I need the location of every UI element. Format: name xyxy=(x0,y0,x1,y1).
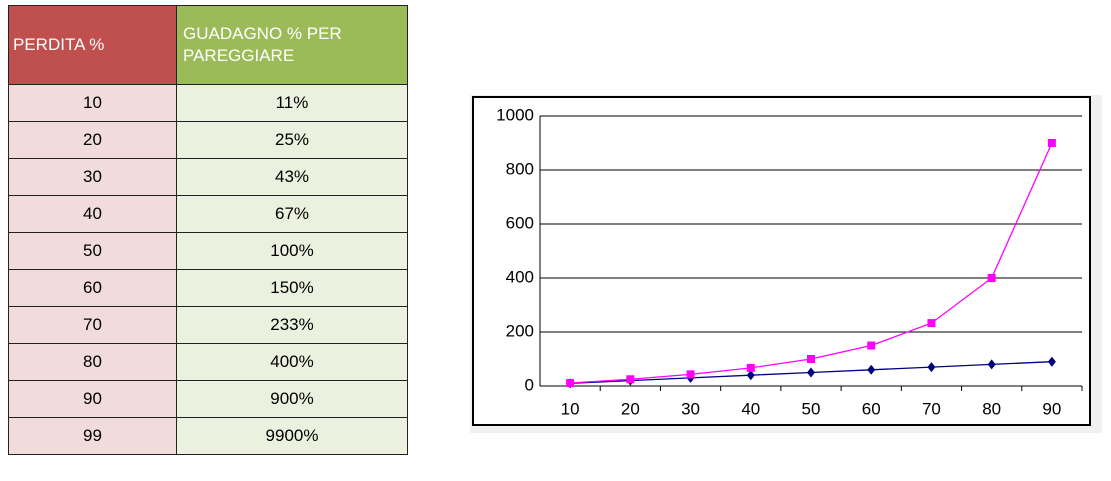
table-cell: 900% xyxy=(176,380,408,418)
marker xyxy=(626,375,635,384)
marker xyxy=(1047,139,1056,147)
x-tick-label: 80 xyxy=(982,399,1001,418)
table-row: 99 9900% xyxy=(8,417,408,455)
table-row: 30 43% xyxy=(8,158,408,196)
table-cell: 30 xyxy=(8,158,177,196)
marker xyxy=(746,370,755,381)
loss-table: PERDITA % GUADAGNO % PER PAREGGIARE 10 11% 2… xyxy=(8,5,408,455)
x-tick-label: 10 xyxy=(561,399,580,418)
marker xyxy=(987,274,996,282)
table-cell: 40 xyxy=(8,195,177,233)
table-row: 40 67% xyxy=(8,195,408,233)
x-tick-label: 90 xyxy=(1042,399,1061,418)
table-cell: 400% xyxy=(176,343,408,381)
y-tick-label: 600 xyxy=(506,213,534,232)
x-tick-label: 40 xyxy=(741,399,760,418)
marker xyxy=(987,359,996,370)
header-row: PERDITA % GUADAGNO % PER PAREGGIARE xyxy=(8,5,408,85)
marker xyxy=(807,355,815,363)
table-row: 90 900% xyxy=(8,380,408,418)
header-cell: PERDITA % xyxy=(8,5,177,85)
table-cell: 20 xyxy=(8,121,177,159)
x-tick-label: 50 xyxy=(802,399,821,418)
marker xyxy=(927,319,936,328)
table-cell: 99 xyxy=(8,417,177,455)
marker xyxy=(746,363,755,372)
table-row: 60 150% xyxy=(8,269,408,307)
table-cell: 10 xyxy=(8,84,177,122)
table-row: 10 11% xyxy=(8,84,408,122)
x-tick-label: 70 xyxy=(922,399,941,418)
marker xyxy=(807,367,815,378)
table-cell: 80 xyxy=(8,343,177,381)
table-cell: 11% xyxy=(176,84,408,122)
marker xyxy=(927,362,936,373)
x-tick-label: 30 xyxy=(681,399,700,418)
header-cell: GUADAGNO % PER PAREGGIARE xyxy=(176,5,408,85)
marker xyxy=(566,379,575,388)
marker xyxy=(867,364,876,375)
y-tick-label: 0 xyxy=(525,375,534,394)
chart-frame xyxy=(472,96,1091,426)
table-row: 50 100% xyxy=(8,232,408,270)
table-row: 70 233% xyxy=(8,306,408,344)
x-tick-label: 60 xyxy=(862,399,881,418)
table-cell: 90 xyxy=(8,380,177,418)
y-tick-label: 1000 xyxy=(496,105,534,124)
y-tick-label: 200 xyxy=(506,321,534,340)
table-cell: 43% xyxy=(176,158,408,196)
marker xyxy=(867,341,876,350)
marker xyxy=(686,370,695,379)
table-cell: 67% xyxy=(176,195,408,233)
table-cell: 9900% xyxy=(176,417,408,455)
y-tick-label: 800 xyxy=(506,159,534,178)
x-tick-label: 20 xyxy=(621,399,640,418)
table-row: 80 400% xyxy=(8,343,408,381)
table-cell: 233% xyxy=(176,306,408,344)
table-cell: 50 xyxy=(8,232,177,270)
table-cell: 60 xyxy=(8,269,177,307)
y-tick-label: 400 xyxy=(506,267,534,286)
marker xyxy=(1047,356,1056,367)
